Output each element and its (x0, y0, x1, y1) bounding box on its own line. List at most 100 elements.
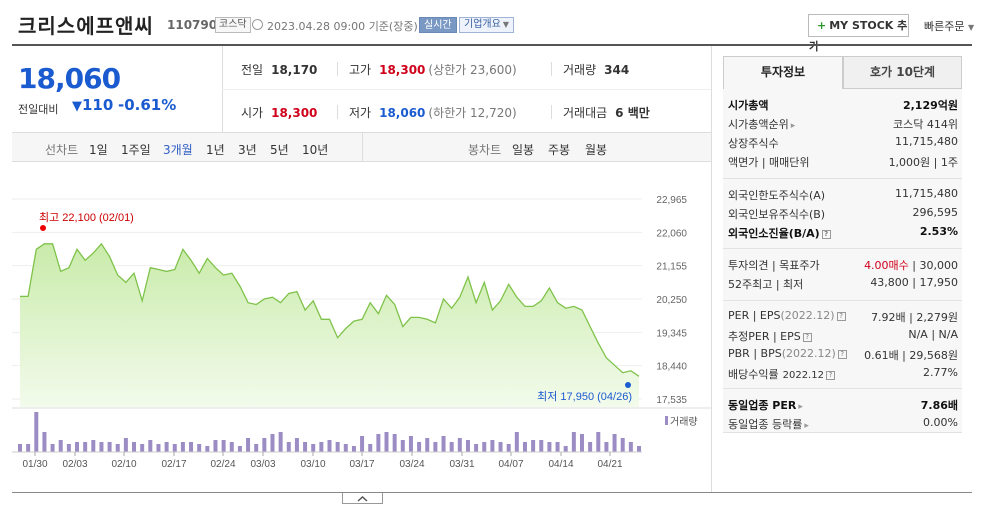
volume-bar (286, 442, 291, 452)
info-row: 상장주식수 11,715,480 (728, 135, 958, 153)
candle-monthly[interactable]: 월봉 (585, 143, 608, 157)
info-key-date: 2022.12 (782, 370, 824, 381)
tab-orderbook[interactable]: 호가 10단계 (843, 56, 962, 89)
info-key: 투자의견 | 목표주가 (728, 259, 820, 272)
info-row[interactable]: 동일업종 PER ▸ 7.86배 (728, 397, 958, 415)
volume-bar (58, 440, 63, 452)
collapse-button[interactable] (342, 493, 383, 504)
market-badge: 코스닥 (215, 17, 251, 33)
volume-bar (547, 442, 552, 452)
info-key: 외국인보유주식수(B) (728, 208, 826, 221)
period-10y[interactable]: 10년 (302, 143, 329, 157)
info-row: 외국인소진율(B/A)? 2.53% (728, 225, 958, 243)
help-icon[interactable]: ? (836, 312, 846, 321)
x-tick-label: 03/17 (349, 459, 374, 470)
help-icon[interactable]: ? (825, 371, 835, 380)
volume-bar (490, 440, 495, 452)
stat-amount: 거래대금 6 백만 (563, 106, 650, 120)
volume-bar (522, 442, 527, 452)
volume-bar (384, 432, 389, 452)
chevron-right-icon: ▸ (790, 121, 796, 131)
info-key: 시가총액 (728, 99, 769, 112)
info-row: 52주최고 | 최저 43,800 | 17,950 (728, 276, 958, 294)
info-value: 43,800 | 17,950 (870, 276, 958, 289)
x-tick-label: 02/24 (210, 459, 235, 470)
info-value: 296,595 (912, 206, 959, 219)
volume-bar (612, 434, 617, 452)
info-row: 배당수익률 2022.12? 2.77% (728, 366, 958, 384)
volume-bar (50, 444, 55, 452)
chevron-right-icon: ▸ (798, 402, 803, 412)
info-tabs: 투자정보 호가 10단계 (723, 56, 962, 89)
volume-bar (99, 442, 104, 452)
info-key: 액면가 | 매매단위 (728, 156, 810, 169)
info-row: PER | EPS(2022.12)? 7.92배 | 2,279원 (728, 309, 958, 327)
info-row[interactable]: 동일업종 등락률 ▸ 0.00% (728, 416, 958, 434)
help-icon[interactable]: ? (821, 230, 831, 239)
volume-bar (637, 446, 641, 452)
stock-code: 110790 (167, 18, 218, 32)
volume-bar (351, 446, 356, 452)
stock-name: 크리스에프앤씨 (18, 14, 154, 38)
info-value: 0.00% (923, 416, 958, 429)
period-1y[interactable]: 1년 (206, 143, 225, 157)
realtime-button[interactable]: 실시간 (419, 17, 457, 33)
volume-bar (579, 434, 584, 452)
help-icon[interactable]: ? (802, 333, 812, 342)
volume-bar (335, 442, 340, 452)
volume-bar (588, 442, 593, 452)
price-box: 18,060 전일대비 ▼110 -0.61% (12, 46, 222, 132)
clock-icon (252, 19, 263, 30)
volume-bar (408, 436, 413, 452)
volume-bar (34, 412, 39, 452)
candle-daily[interactable]: 일봉 (512, 143, 535, 157)
info-value: 7.86배 (920, 399, 958, 412)
tab-invest-info[interactable]: 투자정보 (723, 56, 843, 89)
period-1w[interactable]: 1주일 (121, 143, 151, 157)
info-row: PBR | BPS(2022.12)? 0.61배 | 29,568원 (728, 347, 958, 365)
info-value: 1,000원 | 1주 (888, 156, 958, 169)
volume-bar (360, 436, 365, 452)
period-1d[interactable]: 1일 (89, 143, 108, 157)
corp-overview-button[interactable]: 기업개요 ▼ (459, 17, 514, 33)
change-percent: -0.61% (118, 96, 177, 114)
volume-bar (425, 438, 430, 452)
mystock-add-button[interactable]: + MY STOCK 추가 (808, 14, 909, 53)
info-row: 투자의견 | 목표주가 4.00매수 | 30,000 (728, 257, 958, 275)
info-value: 2.53% (919, 225, 958, 238)
volume-bar (246, 438, 251, 452)
period-3y[interactable]: 3년 (238, 143, 257, 157)
info-key: 시가총액순위 ▸ (728, 118, 796, 131)
x-tick-label: 03/10 (300, 459, 325, 470)
stat-open: 시가 18,300 (241, 106, 318, 120)
period-5y[interactable]: 5년 (270, 143, 289, 157)
x-tick-label: 02/10 (111, 459, 136, 470)
volume-bar (83, 442, 88, 452)
info-row: 추정PER | EPS? N/A | N/A (728, 328, 958, 346)
volume-bar (172, 444, 177, 452)
quick-order-button[interactable]: 빠른주문 ▼ (924, 20, 975, 33)
info-value-rating: 4.00매수 (864, 259, 909, 272)
info-row[interactable]: 시가총액순위 ▸ 코스닥 414위 (728, 116, 958, 134)
volume-bar (482, 442, 487, 452)
info-value: 2,129억원 (902, 99, 958, 112)
y-tick-label: 18,440 (656, 362, 687, 373)
chevron-down-icon: ▼ (967, 23, 975, 32)
period-3m[interactable]: 3개월 (163, 143, 193, 157)
info-row: 액면가 | 매매단위 1,000원 | 1주 (728, 154, 958, 172)
volume-bar (319, 442, 324, 452)
volume-bar (123, 438, 128, 452)
candle-weekly[interactable]: 주봉 (548, 143, 571, 157)
volume-bar (620, 438, 625, 452)
volume-bar (42, 432, 47, 452)
y-tick-label: 22,060 (656, 228, 687, 239)
volume-bar (148, 440, 153, 452)
price-chart-svg: 22,965 22,060 21,155 20,250 19,345 18,440 17,5… (12, 195, 711, 470)
divider (12, 44, 972, 46)
info-key: PER | EPS(2022.12)? (728, 309, 846, 322)
help-icon[interactable]: ? (837, 350, 847, 359)
volume-bar (539, 440, 544, 452)
y-tick-label: 17,535 (656, 395, 687, 406)
